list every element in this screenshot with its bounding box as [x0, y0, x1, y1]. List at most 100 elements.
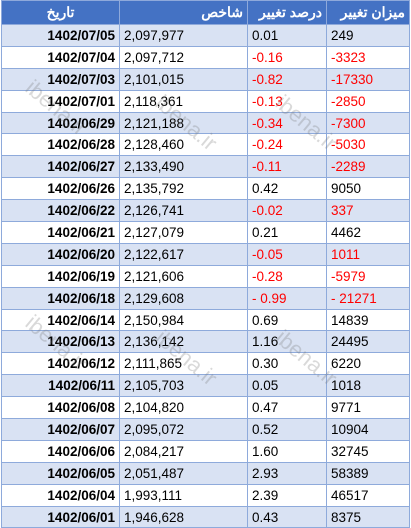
- table-row[interactable]: 1402/06/14 2,150,984 0.69 14839: [1, 308, 410, 332]
- header-date[interactable]: تاریخ: [1, 0, 120, 25]
- header-index[interactable]: شاخص: [119, 0, 248, 25]
- percent-change-cell: -0.11: [247, 155, 327, 179]
- index-cell: 2,101,015: [119, 67, 248, 91]
- change-amount-cell: -5030: [326, 133, 410, 157]
- index-cell: 2,122,617: [119, 242, 248, 266]
- date-cell: 1402/06/04: [1, 483, 120, 507]
- date-cell: 1402/06/08: [1, 396, 120, 420]
- date-cell: 1402/06/05: [1, 461, 120, 485]
- index-cell: 2,128,460: [119, 133, 248, 157]
- date-cell: 1402/06/14: [1, 308, 120, 332]
- index-cell: 2,097,712: [119, 45, 248, 69]
- header-percent-change[interactable]: درصد تغییر: [247, 0, 327, 25]
- date-cell: 1402/06/11: [1, 374, 120, 398]
- percent-change-cell: -0.16: [247, 45, 327, 69]
- change-amount-cell: 1018: [326, 374, 410, 398]
- change-amount-cell: 58389: [326, 461, 410, 485]
- percent-change-cell: 2.39: [247, 483, 327, 507]
- percent-change-cell: 0.69: [247, 308, 327, 332]
- change-amount-cell: -3323: [326, 45, 410, 69]
- table-row[interactable]: 1402/06/05 2,051,487 2.93 58389: [1, 461, 410, 485]
- table-row[interactable]: 1402/07/01 2,118,361 -0.13 -2850: [1, 89, 410, 113]
- date-cell: 1402/06/26: [1, 177, 120, 201]
- index-cell: 2,136,142: [119, 330, 248, 354]
- percent-change-cell: -0.13: [247, 89, 327, 113]
- table-row[interactable]: 1402/06/06 2,084,217 1.60 32745: [1, 439, 410, 463]
- change-amount-cell: 32745: [326, 439, 410, 463]
- index-cell: 2,084,217: [119, 439, 248, 463]
- index-cell: 2,097,977: [119, 24, 248, 47]
- table-row[interactable]: 1402/06/12 2,111,865 0.30 6220: [1, 352, 410, 376]
- change-amount-cell: 10904: [326, 418, 410, 441]
- date-cell: 1402/07/05: [1, 24, 120, 47]
- percent-change-cell: 2.93: [247, 461, 327, 485]
- index-cell: 2,121,606: [119, 264, 248, 288]
- index-cell: 2,129,608: [119, 286, 248, 310]
- percent-change-cell: -0.82: [247, 67, 327, 91]
- change-amount-cell: 1011: [326, 242, 410, 266]
- index-cell: 2,133,490: [119, 155, 248, 179]
- table-row[interactable]: 1402/06/08 2,104,820 0.47 9771: [1, 396, 410, 420]
- table-row[interactable]: 1402/06/04 1,993,111 2.39 46517: [1, 483, 410, 507]
- index-cell: 2,118,361: [119, 89, 248, 113]
- percent-change-cell: -0.28: [247, 264, 327, 288]
- table-row[interactable]: 1402/06/07 2,095,072 0.52 10904: [1, 418, 410, 441]
- table-row[interactable]: 1402/06/28 2,128,460 -0.24 -5030: [1, 133, 410, 157]
- change-amount-cell: 46517: [326, 483, 410, 507]
- table-row[interactable]: 1402/06/20 2,122,617 -0.05 1011: [1, 242, 410, 266]
- index-cell: 2,104,820: [119, 396, 248, 420]
- date-cell: 1402/06/01: [1, 505, 120, 528]
- header-change-amount[interactable]: میزان تغییر: [326, 0, 410, 25]
- table-row[interactable]: 1402/07/05 2,097,977 0.01 249: [1, 24, 410, 47]
- date-cell: 1402/06/18: [1, 286, 120, 310]
- change-amount-cell: 4462: [326, 221, 410, 244]
- change-amount-cell: - 21271: [326, 286, 410, 310]
- index-cell: 2,095,072: [119, 418, 248, 441]
- table-row[interactable]: 1402/06/21 2,127,079 0.21 4462: [1, 221, 410, 244]
- date-cell: 1402/06/22: [1, 199, 120, 223]
- date-cell: 1402/07/01: [1, 89, 120, 113]
- percent-change-cell: 0.05: [247, 374, 327, 398]
- change-amount-cell: 6220: [326, 352, 410, 376]
- index-cell: 1,946,628: [119, 505, 248, 528]
- change-amount-cell: 8375: [326, 505, 410, 528]
- percent-change-cell: - 0.99: [247, 286, 327, 310]
- percent-change-cell: -0.24: [247, 133, 327, 157]
- table-row[interactable]: 1402/06/19 2,121,606 -0.28 -5979: [1, 264, 410, 288]
- table-row[interactable]: 1402/06/13 2,136,142 1.16 24495: [1, 330, 410, 354]
- table-row[interactable]: 1402/06/01 1,946,628 0.43 8375: [1, 505, 410, 528]
- table-row[interactable]: 1402/06/29 2,121,188 -0.34 -7300: [1, 111, 410, 135]
- date-cell: 1402/06/29: [1, 111, 120, 135]
- table-row[interactable]: 1402/07/03 2,101,015 -0.82 -17330: [1, 67, 410, 91]
- date-cell: 1402/06/13: [1, 330, 120, 354]
- index-cell: 2,105,703: [119, 374, 248, 398]
- change-amount-cell: -5979: [326, 264, 410, 288]
- table-row[interactable]: 1402/06/26 2,135,792 0.42 9050: [1, 177, 410, 201]
- date-cell: 1402/07/03: [1, 67, 120, 91]
- change-amount-cell: -17330: [326, 67, 410, 91]
- date-cell: 1402/06/27: [1, 155, 120, 179]
- index-cell: 2,150,984: [119, 308, 248, 332]
- percent-change-cell: 0.47: [247, 396, 327, 420]
- index-cell: 2,127,079: [119, 221, 248, 244]
- table-row[interactable]: 1402/07/04 2,097,712 -0.16 -3323: [1, 45, 410, 69]
- table-row[interactable]: 1402/06/22 2,126,741 -0.02 337: [1, 199, 410, 223]
- table-row[interactable]: 1402/06/18 2,129,608- 0.99- 21271: [1, 286, 410, 310]
- change-amount-cell: -2850: [326, 89, 410, 113]
- change-amount-cell: 337: [326, 199, 410, 223]
- date-cell: 1402/06/20: [1, 242, 120, 266]
- change-amount-cell: 249: [326, 24, 410, 47]
- table-row[interactable]: 1402/06/11 2,105,703 0.05 1018: [1, 374, 410, 398]
- index-cell: 2,126,741: [119, 199, 248, 223]
- percent-change-cell: -0.02: [247, 199, 327, 223]
- percent-change-cell: -0.05: [247, 242, 327, 266]
- table-body: 1402/07/05 2,097,977 0.01 249 1402/07/04 2,09…: [1, 24, 410, 528]
- date-cell: 1402/06/21: [1, 221, 120, 244]
- percent-change-cell: 0.43: [247, 505, 327, 528]
- table-row[interactable]: 1402/06/27 2,133,490 -0.11 -2289: [1, 155, 410, 179]
- change-amount-cell: 9771: [326, 396, 410, 420]
- date-cell: 1402/06/28: [1, 133, 120, 157]
- percent-change-cell: 0.42: [247, 177, 327, 201]
- index-cell: 2,111,865: [119, 352, 248, 376]
